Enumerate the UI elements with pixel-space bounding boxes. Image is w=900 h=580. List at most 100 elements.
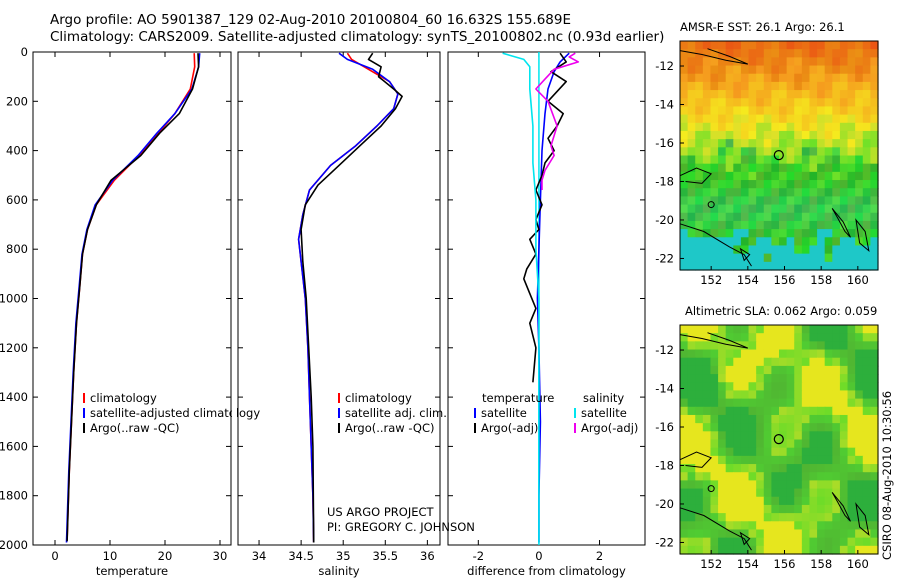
sla-map-cell: [809, 398, 818, 408]
sst-map-cell: [748, 212, 757, 222]
sst-map-cell: [855, 81, 864, 91]
sst-map-cell: [718, 130, 727, 140]
sst-map-cell: [801, 90, 811, 99]
sla-map-cell: [763, 325, 772, 334]
sst-map-cell: [832, 212, 841, 222]
sst-map-cell: [809, 98, 818, 108]
sst-map-cell: [695, 139, 704, 148]
sst-map-cell: [680, 163, 689, 173]
sla-map-cell: [847, 496, 856, 506]
sla-map-cell: [817, 504, 826, 514]
sla-map-cell: [779, 382, 788, 392]
sla-map-cell: [733, 398, 742, 408]
sst-map-cell: [855, 220, 864, 230]
temperature-panel: 0 10 20 30temperature0200400600800100012001…: [0, 45, 232, 578]
sst-map-cell: [702, 98, 712, 108]
temp-legend-satellite: satellite-adjusted climatology: [90, 406, 260, 420]
sla-map-cell: [756, 455, 765, 465]
sla-map-cell: [779, 472, 788, 481]
sst-map-cell: [839, 98, 849, 108]
sla-map-cell: [817, 341, 826, 351]
sst-map-cell: [740, 204, 750, 214]
sst-map-cell: [740, 212, 750, 222]
sst-map-cell: [847, 65, 856, 75]
sla-map-cell: [740, 357, 750, 367]
sst-map-cell: [740, 261, 750, 271]
sst-map-cell: [710, 163, 719, 173]
sst-map-cell: [786, 90, 795, 99]
sst-map-cell: [801, 130, 811, 140]
sst-map-cell: [786, 114, 795, 124]
sla-map-cell: [680, 439, 689, 449]
sla-map-cell: [801, 325, 811, 334]
sla-map-cell: [740, 447, 750, 457]
sst-map-cell: [748, 163, 757, 173]
sst-map-cell: [710, 90, 719, 99]
sst-map-cell: [870, 261, 879, 271]
sla-map-cell: [763, 504, 772, 514]
sst-map-cell: [801, 49, 811, 58]
sst-map-cell: [702, 106, 712, 116]
sla-map-cell: [862, 325, 871, 334]
sst-map-cell: [771, 73, 780, 83]
sst-map-cell: [839, 204, 849, 214]
sla-map-cell: [771, 390, 780, 400]
sla-map-cell: [710, 357, 719, 367]
sla-map-cell: [771, 414, 780, 424]
sla-map-cell: [710, 480, 719, 490]
sla-map-cell: [710, 537, 719, 547]
sst-map-cell: [870, 57, 879, 67]
sla-map-cell: [680, 472, 689, 481]
sst-map-cell: [824, 155, 833, 165]
sst-map-cell: [832, 163, 841, 173]
sla-map-cell: [748, 455, 757, 465]
depth-tick-label: 600: [6, 193, 28, 207]
sst-map-cell: [725, 65, 734, 75]
sla-map-cell: [748, 341, 757, 351]
sla-map-cell: [809, 431, 818, 441]
sst-map-cell: [687, 41, 696, 50]
sst-map-cell: [748, 114, 757, 124]
sla-map-cell: [718, 504, 727, 514]
sla-map-cell: [763, 472, 772, 481]
temperature-series-Argo: [66, 53, 200, 542]
sla-map: 152 154 156 158 160-12-14-16-18-20-22: [655, 324, 879, 571]
sla-map-xtick-label: 158: [810, 557, 832, 571]
sst-map-cell: [710, 261, 719, 271]
sst-map-cell: [687, 81, 696, 91]
sal-legend-climatology: climatology: [345, 391, 412, 405]
sst-map-cell: [801, 163, 811, 173]
sla-map-cell: [687, 480, 696, 490]
sst-map-cell: [794, 65, 803, 75]
sst-map-cell: [809, 253, 818, 263]
sla-map-cell: [786, 398, 795, 408]
sst-map-cell: [817, 245, 826, 255]
sst-map-cell: [809, 212, 818, 222]
sla-map-cell: [748, 365, 757, 375]
sst-map-cell: [794, 155, 803, 165]
sst-map-cell: [779, 114, 788, 124]
sla-map-cell: [756, 545, 765, 555]
sla-map-cell: [733, 472, 742, 481]
sla-map-cell: [771, 406, 780, 416]
sst-map-cell: [809, 81, 818, 91]
sla-map-cell: [832, 529, 841, 539]
sst-map-cell: [809, 41, 818, 50]
sla-map-cell: [786, 390, 795, 400]
sst-map-cell: [695, 81, 704, 91]
diff-legend-salinity-head: salinity: [583, 391, 624, 405]
sst-map-cell: [855, 106, 864, 116]
sla-map-cell: [832, 439, 841, 449]
sst-map-cell: [718, 180, 727, 189]
sst-map-cell: [687, 98, 696, 108]
sst-map-cell: [756, 229, 765, 238]
sla-map-cell: [839, 398, 849, 408]
sla-map-cell: [748, 357, 757, 367]
sla-map-cell: [718, 455, 727, 465]
sst-map-cell: [779, 237, 788, 247]
sla-map-cell: [809, 496, 818, 506]
sst-map-cell: [748, 41, 757, 50]
sst-map-cell: [862, 196, 871, 206]
sst-map-cell: [870, 41, 879, 50]
